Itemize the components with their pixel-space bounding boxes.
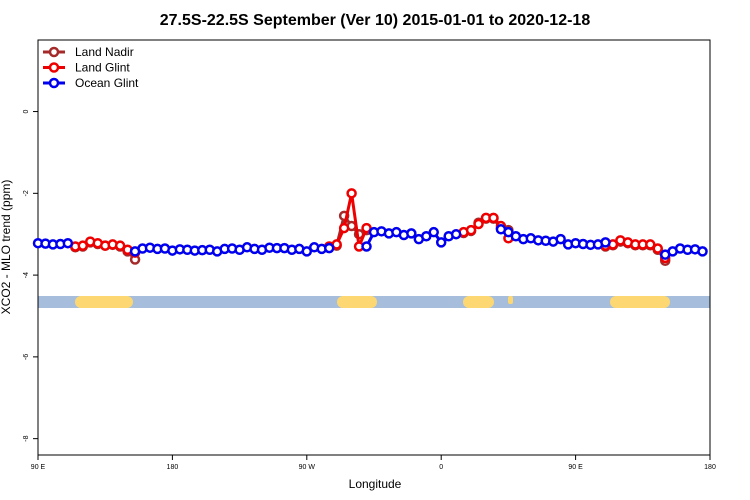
- point: [428, 226, 439, 238]
- x-tick-label: 0: [439, 464, 443, 471]
- legend-label: Ocean Glint: [75, 76, 139, 90]
- land-patch: [463, 296, 494, 308]
- y-tick-label: -8: [23, 435, 30, 441]
- point: [361, 222, 372, 234]
- land-patch: [337, 296, 377, 308]
- land-sea-strip: [38, 296, 710, 308]
- chart-title: 27.5S-22.5S September (Ver 10) 2015-01-0…: [160, 12, 591, 29]
- legend-marker: [48, 77, 60, 89]
- point: [77, 240, 89, 251]
- y-tick-label: -6: [23, 354, 30, 360]
- y-axis-label: XCO2 - MLO trend (ppm): [0, 180, 13, 315]
- x-tick-label: 90 W: [299, 464, 316, 471]
- point: [406, 228, 417, 239]
- legend-label: Land Glint: [75, 61, 130, 75]
- y-tick-label: -4: [23, 272, 30, 278]
- land-patch: [75, 296, 133, 308]
- land-patch: [610, 296, 670, 308]
- x-tick-label: 180: [167, 464, 179, 471]
- x-tick-label: 180: [704, 464, 716, 471]
- point: [465, 224, 477, 236]
- point: [652, 243, 663, 254]
- point: [697, 246, 708, 257]
- point: [600, 237, 611, 248]
- x-axis-label: Longitude: [349, 477, 402, 491]
- point: [473, 218, 484, 230]
- point: [450, 228, 462, 240]
- point: [338, 222, 350, 234]
- point: [323, 242, 335, 254]
- point: [301, 246, 313, 257]
- point: [488, 212, 499, 224]
- legend-marker: [48, 46, 60, 58]
- land-patch: [508, 296, 513, 304]
- point: [361, 241, 372, 252]
- y-tick-label: -2: [23, 190, 30, 196]
- legend-label: Land Nadir: [75, 45, 134, 59]
- point: [114, 240, 126, 251]
- point: [435, 237, 447, 248]
- point: [346, 188, 357, 199]
- x-tick-label: 90 E: [568, 464, 583, 471]
- point: [645, 239, 656, 250]
- point: [62, 237, 74, 249]
- x-tick-label: 90 E: [31, 464, 46, 471]
- y-tick-label: 0: [23, 110, 30, 114]
- point: [555, 233, 566, 245]
- legend-marker: [48, 62, 60, 73]
- point: [503, 226, 514, 238]
- point: [421, 231, 432, 242]
